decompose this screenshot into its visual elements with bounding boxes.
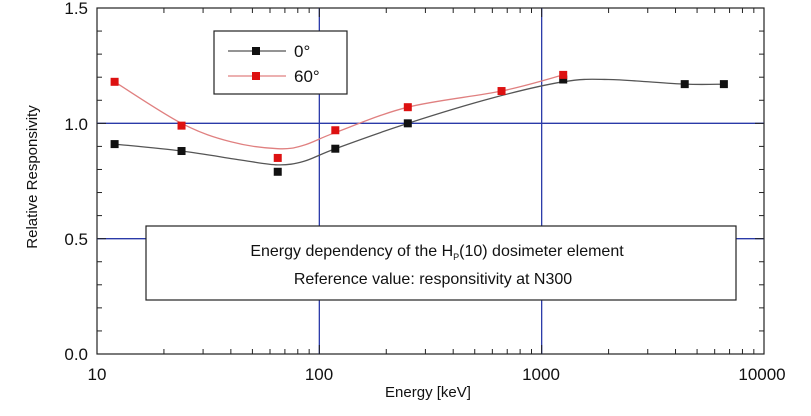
data-point-60deg	[559, 70, 568, 79]
y-tick-label: 1.5	[64, 0, 88, 18]
series-layer	[110, 70, 728, 176]
series-line-0deg	[114, 78, 724, 166]
legend-label-60deg: 60°	[294, 67, 320, 86]
data-point-60deg	[177, 121, 186, 130]
data-point-60deg	[497, 87, 506, 96]
x-tick-labels: 10 100 1000 10000	[88, 365, 786, 384]
legend-marker-60deg	[252, 72, 260, 80]
data-point-0deg	[719, 80, 728, 89]
annotation-line-2: Reference value: responsitivity at N300	[294, 271, 572, 288]
data-point-60deg	[331, 126, 340, 135]
legend-marker-0deg	[252, 47, 260, 55]
x-tick-label: 100	[305, 365, 333, 384]
annotation-box	[145, 225, 737, 301]
data-point-0deg	[273, 167, 282, 176]
axis-ticks	[96, 7, 765, 355]
annotation-line-1-prefix: Energy dependency of the H	[250, 243, 453, 260]
annotation-line-1: Energy dependency of the HP(10) dosimete…	[250, 243, 624, 262]
legend-box	[213, 30, 348, 95]
data-point-0deg	[680, 80, 689, 89]
series-line-60deg	[114, 74, 564, 150]
annotation: Energy dependency of the HP(10) dosimete…	[145, 225, 737, 301]
x-tick-label: 10	[88, 365, 107, 384]
data-point-0deg	[331, 144, 340, 153]
y-axis-label: Relative Responsivity	[24, 105, 41, 249]
y-tick-label: 1.0	[64, 115, 88, 134]
data-point-0deg	[110, 140, 119, 149]
legend: 0° 60°	[213, 30, 348, 95]
data-point-0deg	[559, 75, 568, 84]
data-point-60deg	[403, 103, 412, 112]
x-tick-label: 10000	[738, 365, 785, 384]
y-tick-labels: 1.5 1.0 0.5 0.0	[64, 0, 88, 364]
annotation-line-1-suffix: (10) dosimeter element	[459, 243, 624, 260]
data-point-60deg	[110, 77, 119, 86]
annotation-line-1-subscript: P	[453, 252, 459, 262]
data-point-0deg	[177, 147, 186, 156]
y-tick-label: 0.0	[64, 345, 88, 364]
x-axis-label: Energy [keV]	[385, 384, 471, 401]
x-tick-label: 1000	[522, 365, 560, 384]
plot-area	[96, 7, 765, 355]
y-tick-label: 0.5	[64, 230, 88, 249]
data-point-0deg	[403, 119, 412, 128]
legend-label-0deg: 0°	[294, 42, 310, 61]
data-point-60deg	[273, 153, 282, 162]
